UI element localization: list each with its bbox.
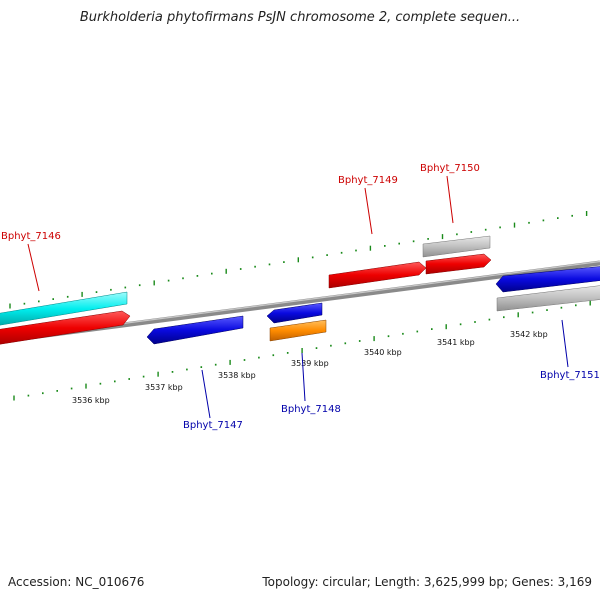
callout-line-bphyt-7149 [364, 187, 373, 235]
gene-label-bphyt-7146[interactable]: Bphyt_7146 [1, 231, 61, 242]
tick-label: 3541 kbp [437, 338, 475, 347]
gene-bphyt-7151-gray-feature[interactable] [496, 285, 600, 312]
gene-label-bphyt-7149[interactable]: Bphyt_7149 [338, 175, 398, 186]
callout-line-bphyt-7151 [561, 319, 569, 368]
tick-row-lower [13, 300, 591, 401]
tick-label: 3542 kbp [510, 330, 548, 339]
map-title: Burkholderia phytofirmans PsJN chromosom… [79, 10, 521, 25]
gene-bphyt-7149-feature[interactable] [328, 261, 427, 289]
gene-bphyt-7150-gray-feature[interactable] [422, 235, 491, 258]
callout-line-bphyt-7146 [27, 243, 40, 292]
tick-label: 3540 kbp [364, 348, 402, 357]
tick-label: 3538 kbp [218, 371, 256, 380]
gene-bphyt-7148-orange-feature[interactable] [269, 319, 327, 342]
callout-line-bphyt-7147 [201, 369, 211, 419]
gene-bphyt-7146-cyan-feature[interactable] [0, 291, 128, 326]
gene-label-bphyt-7151[interactable]: Bphyt_7151 [540, 370, 600, 381]
topology-summary-text: Topology: circular; Length: 3,625,999 bp… [262, 575, 592, 589]
gene-label-bphyt-7147[interactable]: Bphyt_7147 [183, 420, 243, 431]
gene-label-bphyt-7148[interactable]: Bphyt_7148 [281, 404, 341, 415]
callout-line-bphyt-7150 [446, 175, 454, 224]
gene-bphyt-7146-cds-feature[interactable] [0, 310, 131, 345]
gene-bphyt-7150-cds-feature[interactable] [425, 253, 492, 275]
tick-label: 3536 kbp [72, 396, 110, 405]
accession-text: Accession: NC_010676 [8, 575, 145, 589]
tick-label: 3537 kbp [145, 383, 183, 392]
feature-track [0, 235, 600, 345]
gene-bphyt-7147-feature[interactable] [146, 315, 244, 345]
tick-row-upper [9, 211, 588, 309]
gene-label-bphyt-7150[interactable]: Bphyt_7150 [420, 163, 480, 174]
gene-bphyt-7148-blue-feature[interactable] [266, 302, 323, 324]
gene-bphyt-7151-feature[interactable] [495, 266, 600, 293]
callout-line-bphyt-7148 [301, 352, 306, 402]
tick-label: 3539 kbp [291, 359, 329, 368]
